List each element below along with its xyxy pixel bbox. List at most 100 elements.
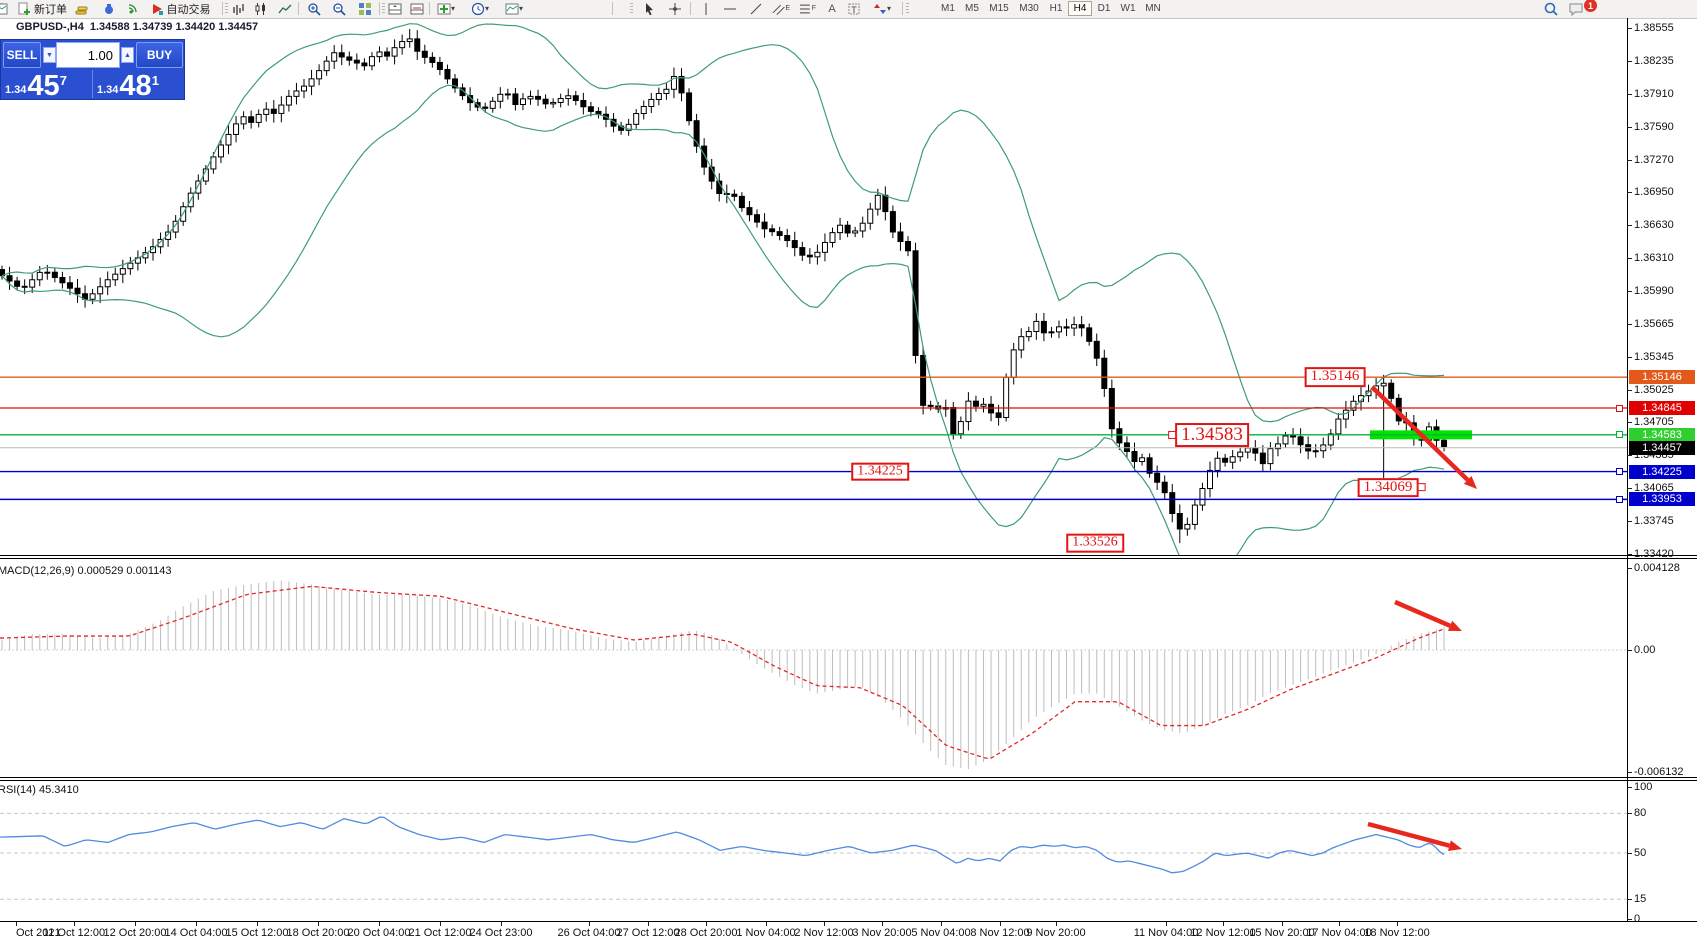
sell-button[interactable]: SELL (3, 42, 41, 68)
text-label-tool-button[interactable]: T (846, 1, 862, 16)
pluschart-icon (437, 3, 451, 14)
price-tick-mark (1627, 455, 1632, 457)
price-divider (92, 70, 93, 98)
indicator-window-button[interactable] (386, 1, 404, 16)
timeframe-MN-button[interactable]: MN (1145, 3, 1161, 14)
time-tick-mark (882, 922, 883, 926)
toolbar-grip (906, 3, 909, 14)
timeframe-W1-button[interactable]: W1 (1120, 3, 1136, 14)
pot-icon (105, 3, 113, 14)
zoom-in-button[interactable] (305, 1, 323, 16)
timeframe-H4-button[interactable]: H4 (1068, 1, 1092, 16)
macd-tick-label: 0.00 (1634, 644, 1656, 656)
price-tick-label: 1.37910 (1634, 88, 1674, 101)
line-chart-button[interactable] (276, 1, 294, 16)
periods-button[interactable]: ▾ (468, 1, 492, 16)
vertical-line-tool-button[interactable] (698, 1, 714, 16)
fibonacci-tool-button[interactable]: F (798, 1, 816, 16)
channel-tool-button[interactable]: E (772, 1, 790, 16)
horizontal-line-tool-button[interactable] (722, 1, 738, 16)
tile-windows-button[interactable] (356, 1, 374, 16)
time-tick-mark (941, 922, 942, 926)
timeframe-H1-button[interactable]: H1 (1049, 3, 1063, 14)
notifications-button[interactable] (1566, 1, 1586, 16)
rsi-tick-mark (1627, 813, 1632, 815)
auto-trading-button[interactable]: 自动交易 (148, 1, 212, 16)
time-axis-label: 17 Nov 04:00 (1306, 927, 1372, 939)
macd-label: MACD(12,26,9) 0.000529 0.001143 (0, 565, 172, 577)
trendline-tool-button[interactable] (748, 1, 764, 16)
timeframe-M1-button[interactable]: M1 (941, 3, 955, 14)
clock-icon (471, 2, 485, 15)
gold-icon[interactable] (73, 1, 91, 16)
indicator-window2-button[interactable] (408, 1, 426, 16)
time-axis-label: 9 Nov 20:00 (1026, 927, 1086, 939)
timeframe-M15-button[interactable]: M15 (989, 3, 1009, 14)
framechart-icon (505, 3, 519, 14)
macd-tick-mark (1627, 650, 1632, 651)
search-icon (1544, 2, 1558, 16)
volume-increase-spinner[interactable]: ▲ (121, 47, 134, 63)
time-axis-label: 8 Nov 12:00 (970, 927, 1030, 939)
time-axis-label: 15 Oct 12:00 (225, 927, 289, 939)
signals-icon[interactable] (125, 1, 143, 16)
timeframe-M30-button[interactable]: M30 (1019, 3, 1039, 14)
buy-button[interactable]: BUY (136, 42, 183, 68)
sell-price-prefix: 1.34 (5, 84, 27, 96)
price-tick-label: 1.38235 (1634, 54, 1674, 67)
zoom-out-button[interactable] (330, 1, 348, 16)
time-tick-mark (74, 922, 75, 926)
chart-price-label[interactable]: 1.34225 (851, 462, 909, 481)
price-tick-label: 1.35345 (1634, 350, 1674, 363)
price-tick-mark (1627, 553, 1632, 555)
time-tick-mark (16, 922, 17, 926)
sell-price-sup: 7 (59, 73, 67, 88)
search-button[interactable] (1542, 1, 1560, 16)
candlestick-chart-button[interactable] (252, 1, 270, 16)
text-tool-button[interactable]: A (824, 1, 840, 16)
time-axis-label: 11 Oct 12:00 (42, 927, 106, 939)
bars-icon (233, 3, 244, 15)
deposit-icon[interactable] (100, 1, 118, 16)
cursor-tool-button[interactable] (640, 1, 658, 16)
framechart-icon (0, 3, 8, 14)
price-tick-mark (1627, 159, 1632, 161)
crosshair-tool-button[interactable] (666, 1, 684, 16)
time-tick-mark (1397, 922, 1398, 926)
time-axis-label: 28 Oct 20:00 (674, 927, 738, 939)
new-order-button[interactable]: 新订单 (14, 1, 70, 16)
bar-chart-button[interactable] (230, 1, 248, 16)
axis-price-badge: 1.34225 (1629, 464, 1695, 479)
chart-price-label[interactable]: 1.33526 (1066, 533, 1124, 553)
channel-tool-letter: E (785, 5, 790, 12)
shapes-icon (873, 3, 886, 14)
signal-icon (128, 3, 137, 13)
add-indicator-button[interactable]: ▾ (434, 1, 458, 16)
chart-price-label[interactable]: 1.34069 (1357, 477, 1426, 498)
volume-input[interactable] (56, 42, 120, 68)
dropdown-caret-icon: ▾ (450, 4, 455, 13)
timeframe-M5-button[interactable]: M5 (965, 3, 979, 14)
timeframe-D1-button[interactable]: D1 (1097, 3, 1111, 14)
price-tick-label: 1.38555 (1634, 22, 1674, 34)
rsi-tick-label: 15 (1634, 893, 1647, 906)
price-tick-label: 1.35665 (1634, 318, 1674, 331)
toolbar-separator (429, 2, 430, 15)
time-tick-mark (824, 922, 825, 926)
linechart-icon (278, 4, 292, 13)
price-tick-mark (1627, 324, 1632, 326)
template-button[interactable]: ▾ (502, 1, 526, 16)
price-tick-mark (1627, 520, 1632, 522)
toolbar-grip (225, 3, 228, 14)
volume-decrease-spinner[interactable]: ▼ (43, 47, 56, 63)
arrows-tool-button[interactable]: ▾ (868, 1, 896, 16)
price-tick-mark (1627, 28, 1632, 29)
indwin-icon (388, 3, 402, 14)
chart-price-label[interactable]: 1.34583 (1168, 422, 1249, 447)
zoomin-icon (308, 2, 321, 16)
chart-price-label[interactable]: 1.35146 (1304, 367, 1366, 388)
time-tick-mark (196, 922, 197, 926)
rsi-tick-label: 0 (1634, 913, 1641, 925)
